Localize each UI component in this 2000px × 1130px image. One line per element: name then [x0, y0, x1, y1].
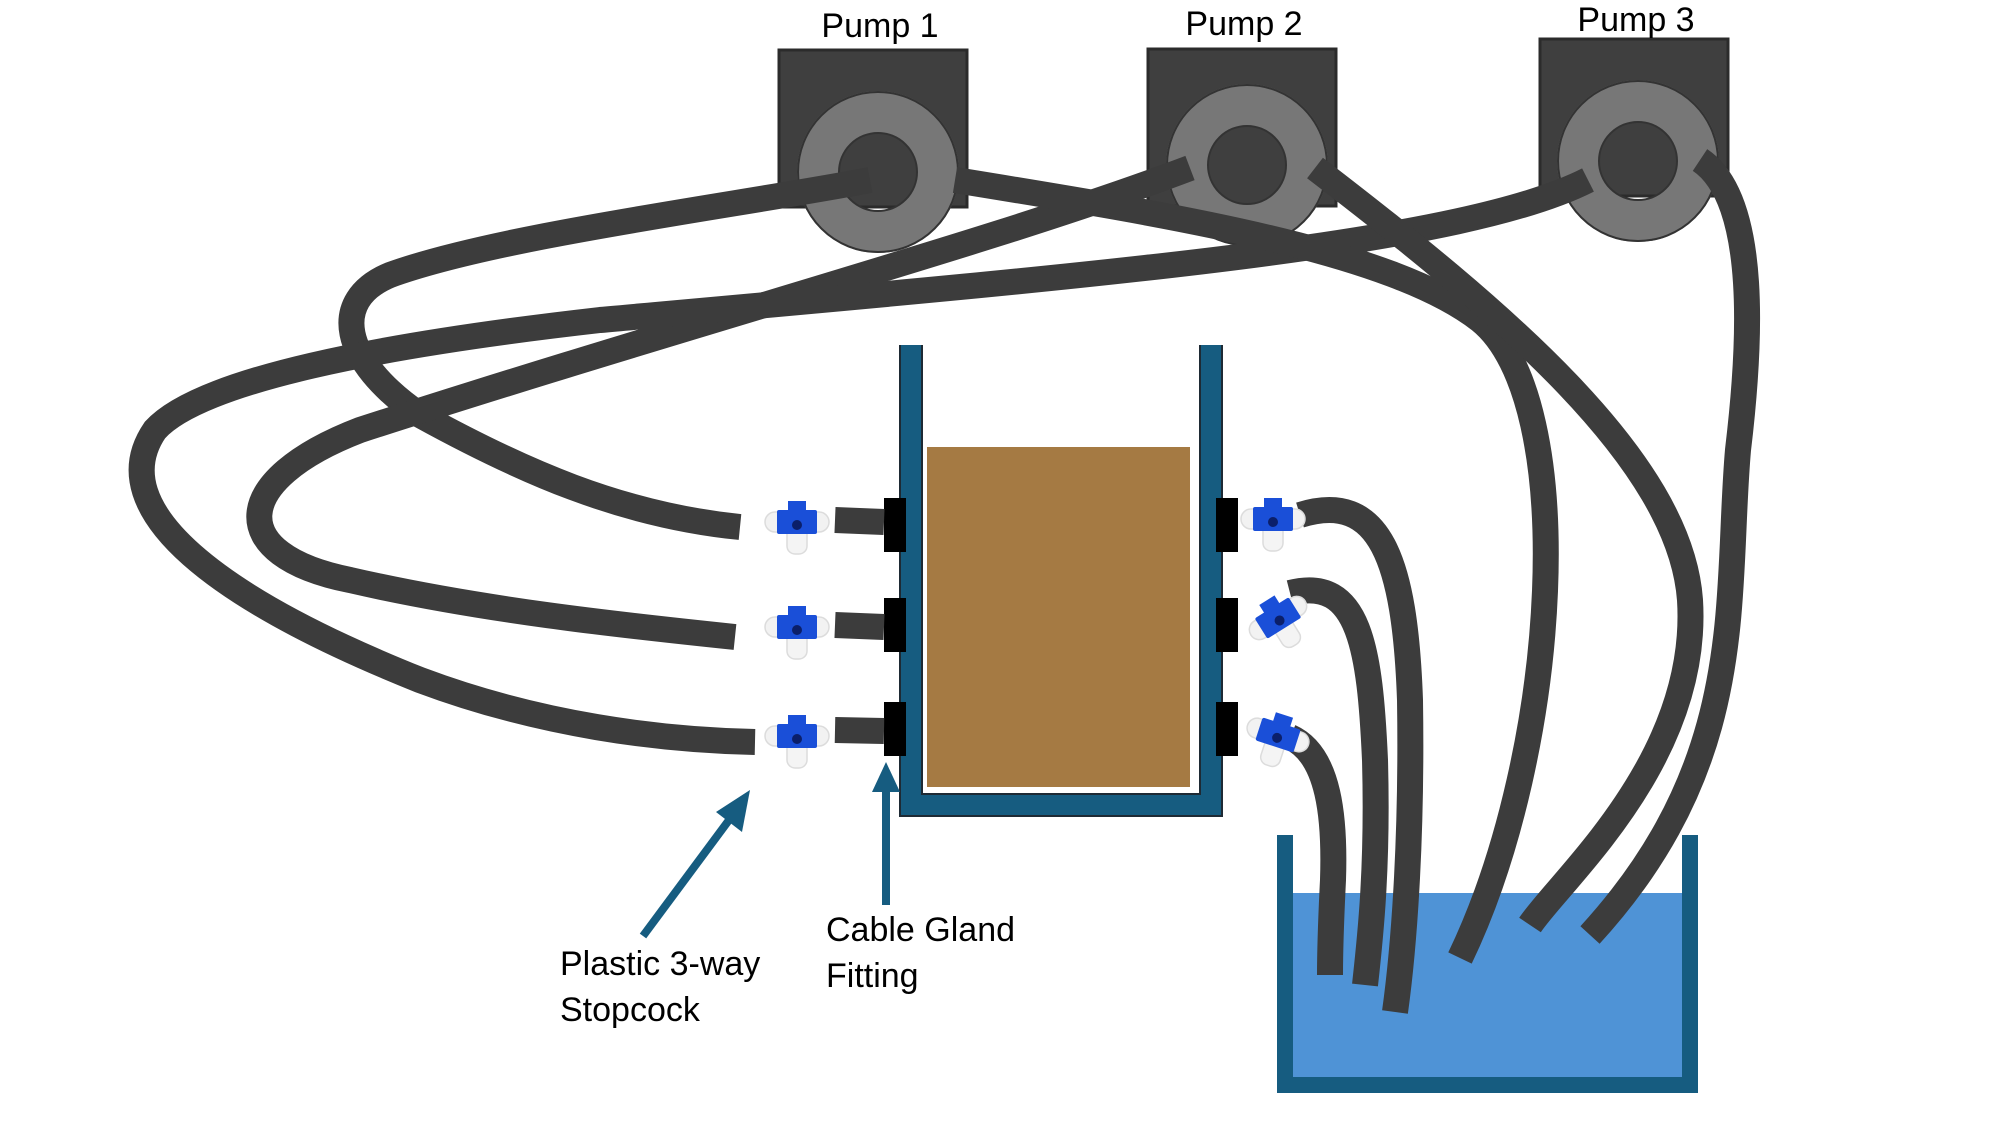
gland-arrow-head	[872, 762, 900, 792]
annotation-arrows	[639, 762, 900, 939]
pump-3-label: Pump 3	[1577, 1, 1695, 39]
stopcock-left-2	[764, 605, 830, 660]
stopcock-left-3	[764, 714, 830, 769]
reservoir-wall	[1277, 835, 1698, 1093]
pump-3-rotor-ring	[1557, 80, 1719, 242]
tube-pump1-to-inlet-1	[338, 167, 873, 540]
gland-stub-tubes	[834, 507, 885, 744]
tube-outlet-3-to-reservoir	[1283, 725, 1347, 976]
tube-pump2-to-inlet-2	[246, 155, 1195, 650]
stopcock-annotation-line-1: Plastic 3-way	[560, 945, 761, 983]
tube-outlet-1-to-reservoir	[1296, 497, 1424, 1014]
gland-left-2	[884, 598, 906, 652]
pump-2-label: Pump 2	[1185, 5, 1303, 43]
stopcock-arrow-head	[716, 790, 750, 832]
gland-right-1	[1216, 498, 1238, 552]
pump-1-rotor-ring	[797, 91, 959, 253]
gland-annotation-line-2: Fitting	[826, 957, 919, 995]
stopcock-right-1	[1240, 497, 1306, 552]
tube-pump3-to-inlet-3	[128, 168, 1594, 755]
soil-column	[899, 345, 1223, 817]
cable-gland-fittings	[884, 498, 1238, 756]
tubing	[128, 149, 1761, 1014]
soil-fill	[927, 447, 1190, 787]
column-wall	[901, 345, 1221, 815]
tube-outlet-2-to-reservoir	[1286, 577, 1389, 987]
pump-1	[777, 48, 969, 253]
pump-3	[1538, 37, 1730, 242]
pump-1-label: Pump 1	[821, 7, 939, 45]
stopcock-arrow-shaft	[639, 813, 736, 939]
gland-left-1	[884, 498, 906, 552]
gland-right-2	[1216, 598, 1238, 652]
gland-left-3	[884, 702, 906, 756]
gland-annotation-line-1: Cable Gland	[826, 911, 1016, 949]
stopcock-annotation-line-2: Stopcock	[560, 991, 700, 1029]
tube-pump2-return	[1307, 157, 1704, 933]
gland-right-3	[1216, 702, 1238, 756]
tube-pump3-return	[1580, 149, 1761, 944]
tube-pump1-return	[952, 167, 1559, 964]
stopcock-left-1	[764, 500, 830, 555]
